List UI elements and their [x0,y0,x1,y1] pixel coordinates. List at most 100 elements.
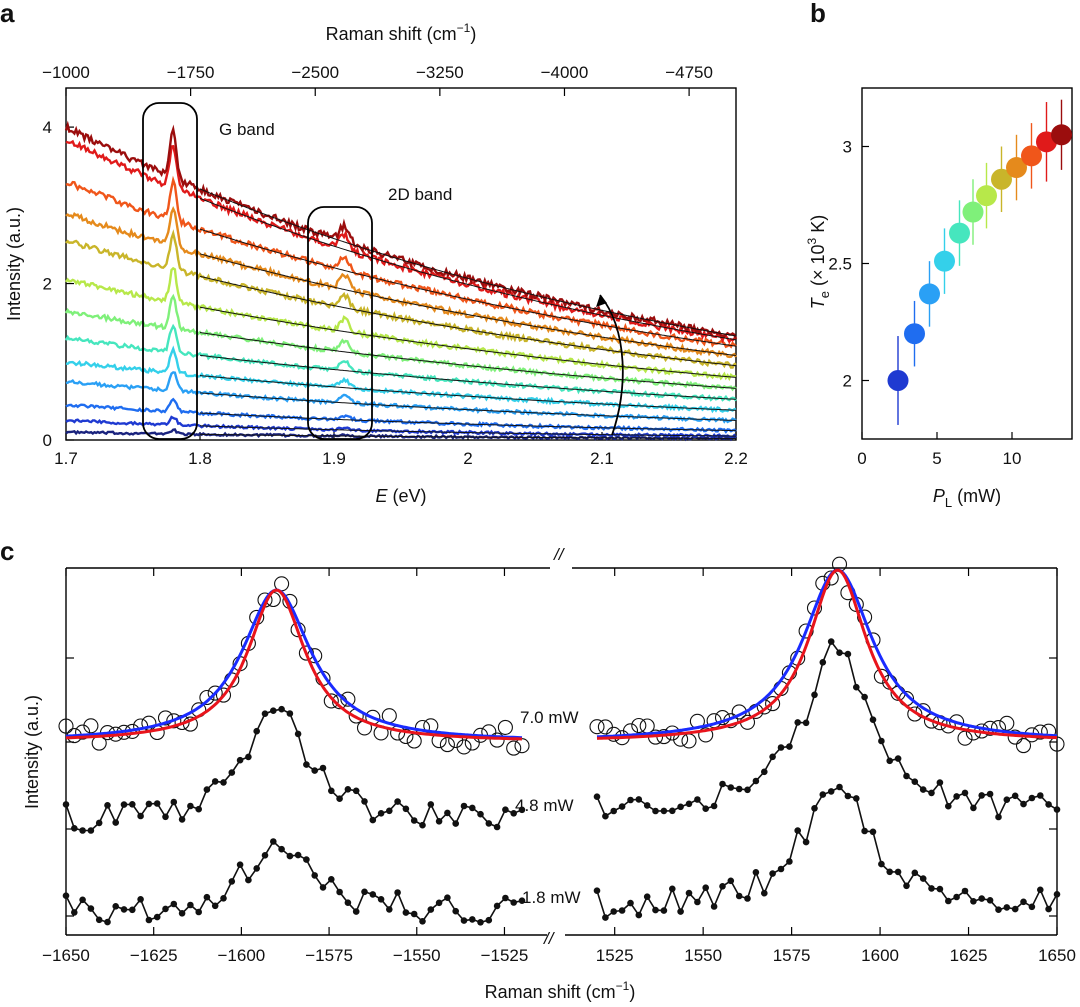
data-marker-open [215,687,232,703]
x-tick-label-c: 1625 [950,946,988,965]
data-marker [652,906,659,914]
data-marker [727,784,735,791]
data-marker [493,902,501,910]
data-marker [744,895,751,902]
data-marker [71,825,78,832]
panel-a: a 1.7 1.8 1.9 2 2.1 2.2 0 2 4 −1000 −1750 −2500 −3… [0,0,748,506]
data-marker [1011,792,1019,800]
data-marker [352,787,360,795]
data-marker [894,755,902,762]
data-marker [319,884,327,891]
data-marker [602,914,609,921]
data-marker [786,743,793,750]
axis-break-top: // [553,545,566,564]
data-marker [178,816,186,823]
data-marker-open [631,717,647,734]
data-marker [978,792,985,799]
fit-line [199,197,737,341]
data-marker [104,918,111,926]
x-axis-label-c: Raman shift (cm−1) [485,979,636,1002]
spectrum-line [65,428,737,442]
spectra-c [58,556,1065,926]
data-marker [986,897,994,904]
data-marker-open [406,733,422,749]
data-marker [427,906,435,913]
data-marker [444,894,451,901]
data-marker [769,870,776,877]
data-marker [903,772,910,780]
data-marker [995,906,1002,913]
data-marker [195,805,202,813]
data-marker [643,802,651,809]
data-marker [735,785,743,793]
data-marker [419,821,426,829]
data-marker [87,827,95,834]
top-tick-label-a: −3250 [416,63,464,82]
x-tick-label-c: −1600 [218,946,266,965]
axis-break-bottom: // [543,929,556,948]
data-marker [794,827,801,834]
data-marker [120,801,128,808]
data-marker [844,792,852,800]
data-marker [652,807,659,815]
data-marker-open [999,715,1015,731]
data-marker [502,806,509,813]
spectra-series-a [64,120,738,442]
y-tick-label-b: 2 [843,372,852,391]
data-marker [794,719,801,726]
data-marker [145,916,153,924]
data-marker [953,893,960,901]
data-marker [1003,904,1011,911]
data-marker [1037,792,1044,799]
data-marker [211,902,219,910]
data-marker [869,828,877,836]
data-marker-open [798,623,814,639]
data-marker [819,659,827,666]
x-tick-label-b: 10 [1003,449,1022,468]
data-marker [286,852,294,860]
data-marker [752,777,760,785]
x-tick-label-c: −1575 [305,946,353,965]
data-point [904,323,925,345]
data-marker [710,903,718,910]
data-marker [510,899,517,906]
data-marker-open [75,724,91,740]
data-marker [919,875,927,882]
data-marker [95,819,103,827]
data-marker [610,807,617,815]
data-marker [328,876,335,883]
data-marker [978,895,985,902]
fit-line [199,188,737,337]
data-marker-open [857,609,873,625]
data-marker [677,803,684,811]
data-marker-open [506,740,522,756]
data-marker-open [439,737,455,753]
data-marker [1028,794,1036,802]
data-marker [336,795,343,802]
data-marker [710,802,718,810]
data-marker [869,716,877,723]
data-marker [137,812,144,820]
data-marker [945,802,952,810]
data-marker [836,783,843,791]
y-tick-label-b: 2.5 [828,255,852,274]
data-marker [761,768,768,776]
data-marker [802,719,810,727]
data-marker [261,710,269,717]
series-label-4-8mw: 4.8 mW [515,796,574,815]
data-line [65,708,523,832]
arrow-head-icon [596,295,607,307]
data-marker [460,917,468,924]
data-marker [220,895,227,902]
fit-curve [65,588,523,740]
fit-line [199,412,736,432]
data-marker-open [823,570,839,586]
spectrum-line [65,139,737,344]
data-marker [104,802,111,809]
x-tick-label-c: 1525 [596,946,634,965]
data-marker [328,787,335,795]
data-marker [702,805,709,812]
data-marker [878,737,885,745]
data-marker-open [497,719,513,735]
